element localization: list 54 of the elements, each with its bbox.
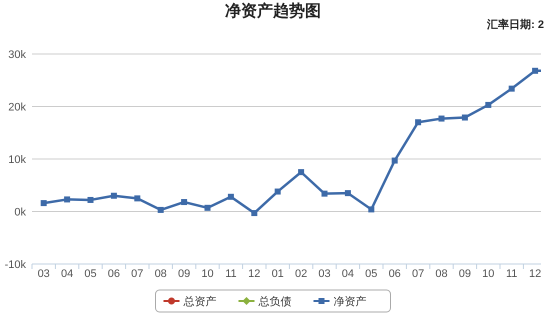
x-tick-label: 07	[131, 268, 144, 280]
legend-label: 总负债	[258, 295, 292, 308]
x-tick-label: 08	[154, 268, 167, 280]
x-tick-label: 12	[528, 268, 542, 280]
point	[228, 194, 234, 200]
x-tick-label: 09	[458, 268, 472, 280]
point	[110, 192, 117, 199]
point	[322, 190, 328, 197]
legend-label: 净资产	[334, 295, 366, 308]
chart-title: 净资产趋势图	[225, 2, 321, 20]
y-tick-label: 0k	[14, 206, 26, 218]
point	[344, 190, 351, 196]
y-tick-label: -10k	[4, 259, 26, 271]
point	[438, 116, 444, 122]
x-tick-label: 11	[506, 268, 518, 280]
point	[274, 188, 281, 195]
y-tick-label: 20k	[8, 102, 26, 114]
point	[298, 169, 304, 176]
x-tick-label: 03	[318, 268, 331, 280]
x-tick-label: 11	[225, 268, 237, 280]
point	[368, 206, 374, 212]
x-tick-label: 07	[412, 268, 424, 280]
x-tick-label: 09	[178, 268, 190, 280]
x-tick-label: 03	[38, 268, 50, 280]
x-tick-label: 10	[482, 268, 494, 280]
x-tick-label: 06	[388, 268, 401, 280]
point	[158, 206, 164, 213]
point	[40, 200, 47, 206]
point	[462, 114, 468, 121]
point	[64, 196, 70, 202]
y-tick-label: 30k	[8, 49, 26, 61]
x-tick-label: 05	[84, 268, 97, 280]
point	[415, 119, 422, 126]
x-tick-label: 01	[272, 268, 284, 280]
legend-label: 总资产	[182, 295, 216, 308]
x-tick-label: 06	[108, 268, 120, 280]
x-tick-label: 12	[248, 268, 260, 280]
point	[251, 210, 258, 216]
point	[134, 195, 140, 202]
text: 汇率日期: 2	[486, 18, 544, 31]
point	[204, 204, 210, 211]
point	[181, 199, 188, 206]
point	[392, 158, 398, 164]
point	[485, 102, 492, 108]
x-tick-label: 10	[201, 268, 214, 280]
point	[508, 86, 515, 92]
x-tick-label: 04	[60, 268, 74, 280]
point	[532, 68, 538, 74]
y-tick-label: 10k	[8, 154, 26, 166]
x-tick-label: 08	[435, 268, 448, 280]
x-tick-label: 02	[294, 268, 308, 280]
point	[88, 196, 94, 203]
x-tick-label: 05	[365, 268, 378, 280]
x-tick-label: 04	[342, 268, 354, 280]
